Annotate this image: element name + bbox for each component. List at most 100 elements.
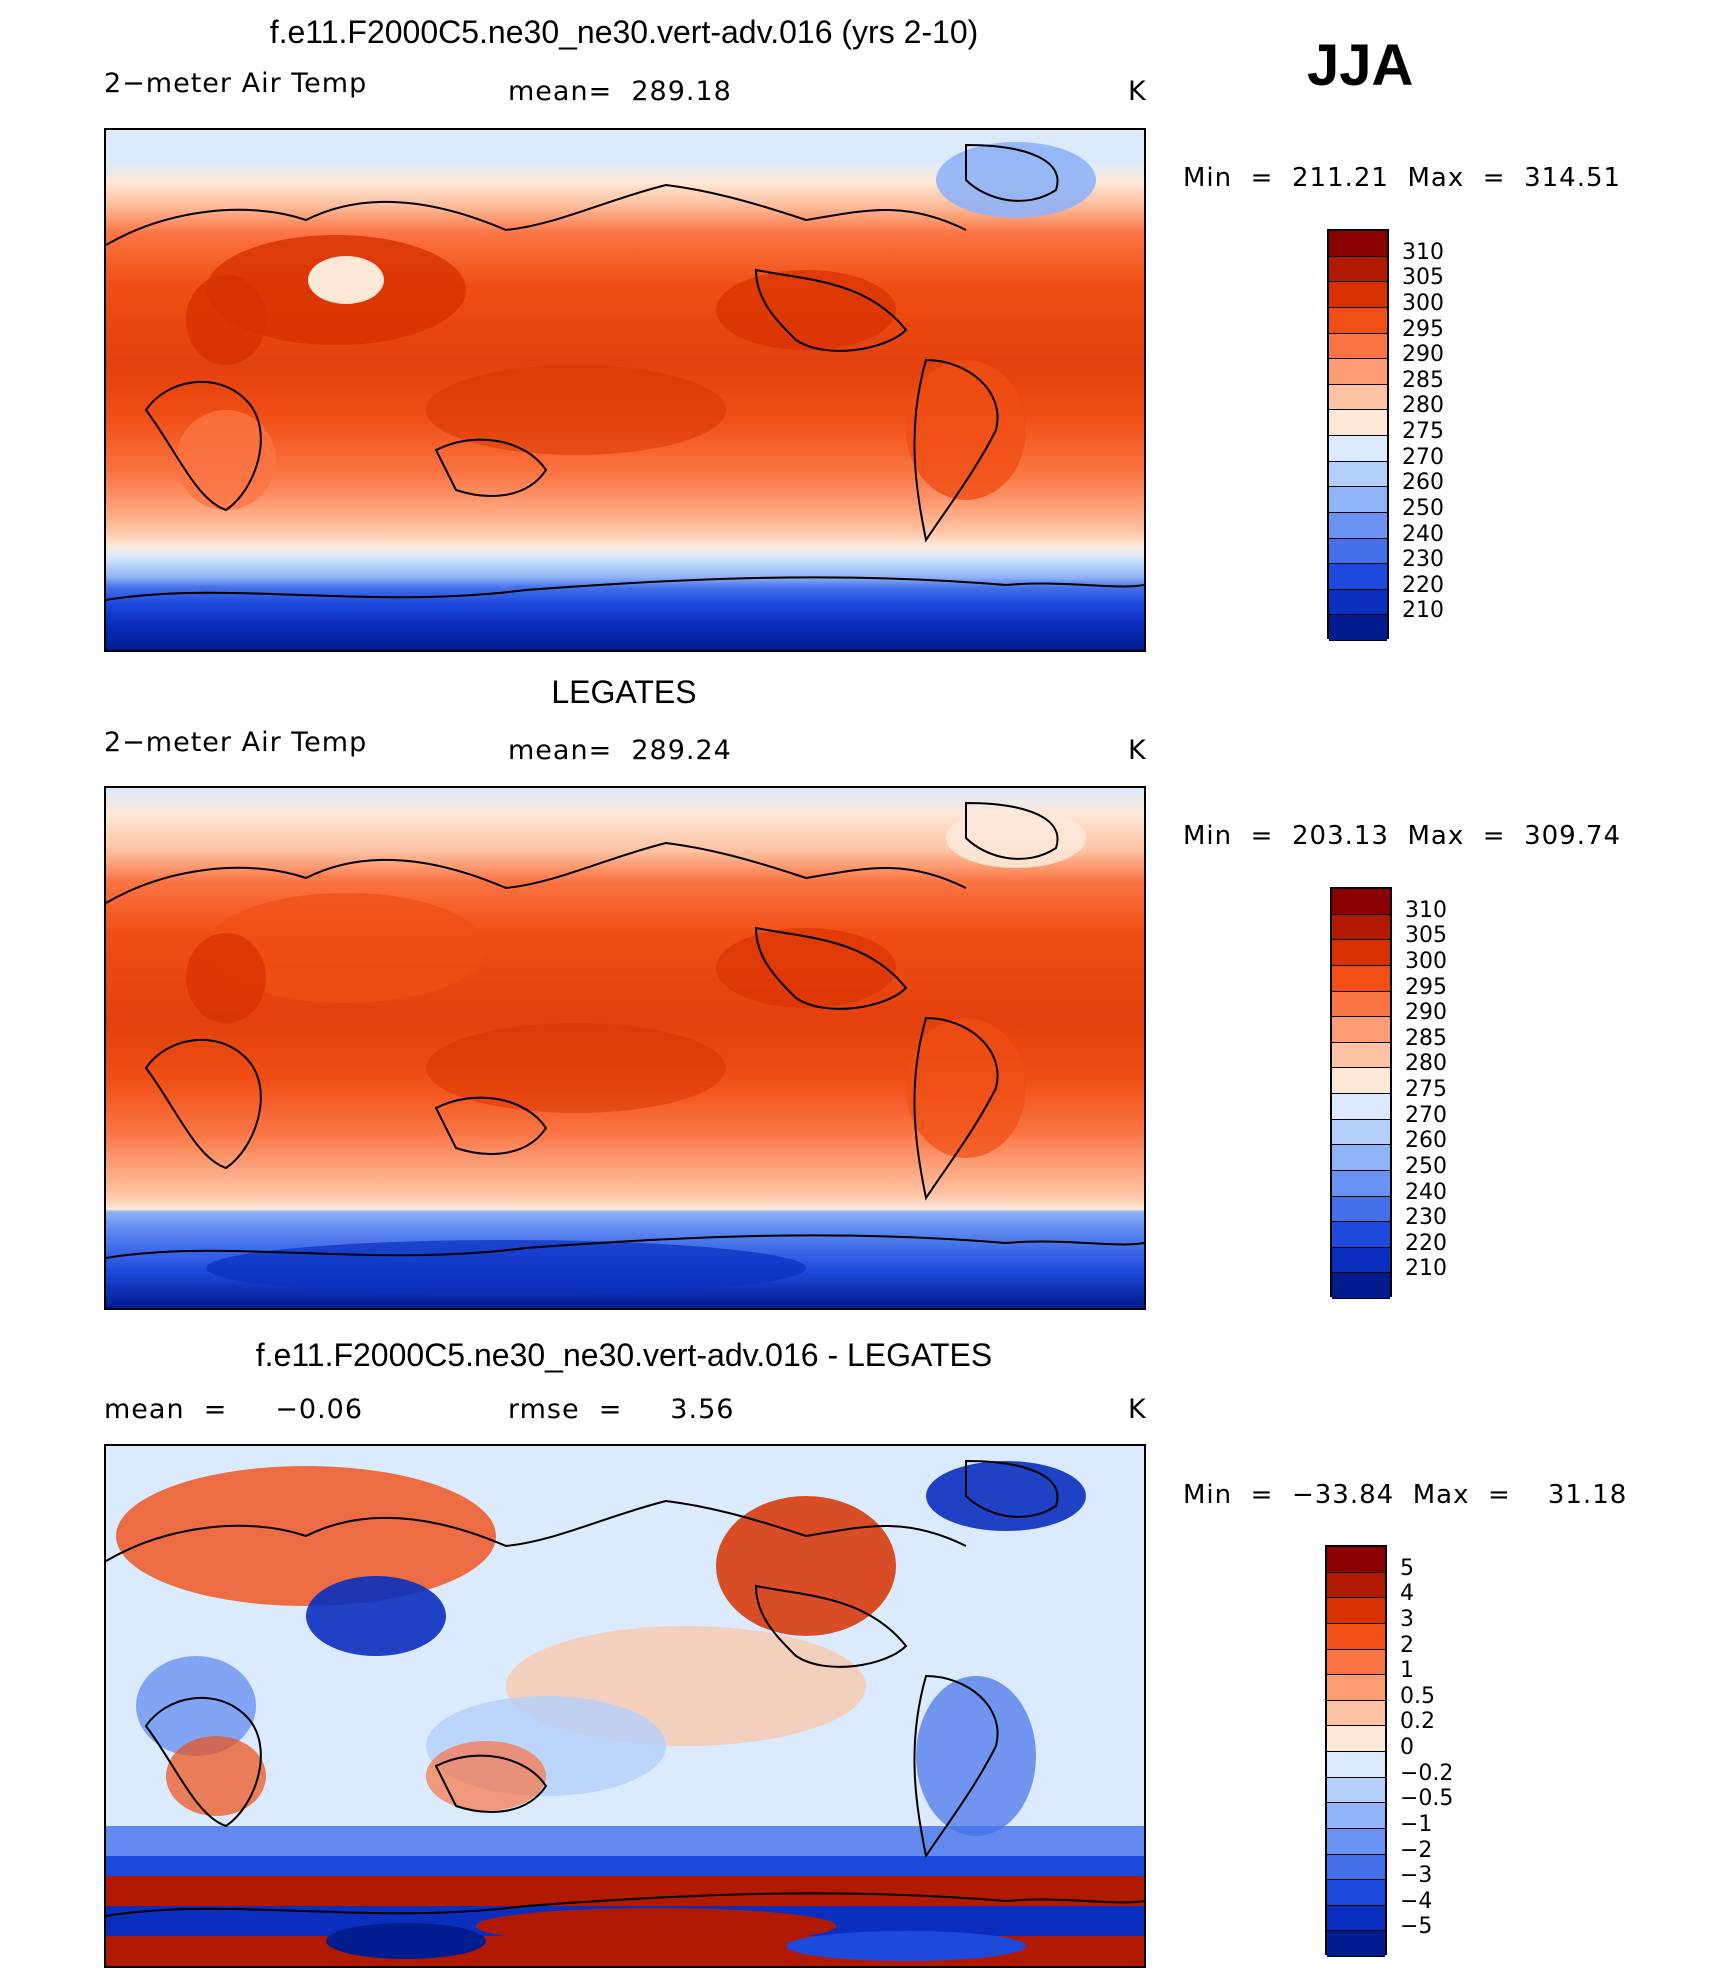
- panel2-colorbar-swatch: [1332, 940, 1390, 966]
- panel3-colorbar-swatch: [1327, 1572, 1385, 1599]
- panel3-units-label: K: [1128, 1394, 1147, 1425]
- panel2-colorbar-tick-label: 250: [1405, 1153, 1447, 1179]
- panel2-colorbar-swatch: [1332, 1042, 1390, 1069]
- panel1-colorbar-swatch: [1329, 615, 1387, 641]
- panel3-colorbar-tick-label: 4: [1400, 1581, 1414, 1607]
- panel3-colorbar-swatch: [1327, 1854, 1385, 1881]
- panel2-colorbar-tick-label: 295: [1405, 974, 1447, 1000]
- panel1-title: f.e11.F2000C5.ne30_ne30.vert-adv.016 (yr…: [269, 14, 979, 50]
- panel3-colorbar-tick-label: 0.2: [1400, 1709, 1435, 1735]
- panel3-colorbar-swatch: [1327, 1777, 1385, 1804]
- panel1-colorbar-tick-label: 220: [1402, 572, 1444, 598]
- season-label: JJA: [1307, 33, 1414, 98]
- panel3-colorbar-swatch: [1327, 1726, 1385, 1752]
- panel1-colorbar-swatch: [1329, 231, 1387, 257]
- panel3-colorbar-swatch: [1327, 1752, 1385, 1778]
- panel3-colorbar-tick-label: 0.5: [1400, 1683, 1435, 1709]
- panel3-colorbar-tick-label: 0: [1400, 1735, 1414, 1760]
- panel3-colorbar-tick-label: 2: [1400, 1632, 1414, 1658]
- panel1-colorbar-swatch: [1329, 564, 1387, 590]
- panel2-colorbar-tick-label: 270: [1405, 1102, 1447, 1128]
- panel2-minmax: Min = 203.13 Max = 309.74: [1183, 821, 1622, 851]
- panel1-colorbar-swatch: [1329, 256, 1387, 283]
- panel2-colorbar-swatch: [1332, 1145, 1390, 1171]
- panel3-map: [104, 1444, 1146, 1968]
- panel1-colorbar-tick-label: 240: [1402, 521, 1444, 547]
- panel3-colorbar-tick-label: 3: [1400, 1606, 1414, 1632]
- panel3-map-graphic: [106, 1446, 1144, 1966]
- panel2-colorbar-tick-label: 220: [1405, 1230, 1447, 1256]
- panel3-colorbar-tick-label: −3: [1400, 1863, 1433, 1889]
- panel2-colorbar-tick-label: 260: [1405, 1128, 1447, 1154]
- panel2-colorbar-swatch: [1332, 1222, 1390, 1248]
- panel3-colorbar-swatch: [1327, 1623, 1385, 1650]
- panel1-colorbar-swatch: [1329, 359, 1387, 385]
- panel1-colorbar-tick-label: 290: [1402, 342, 1444, 368]
- panel2-colorbar-swatch: [1332, 991, 1390, 1018]
- panel1-colorbar-tick-label: 270: [1402, 444, 1444, 470]
- panel3-minmax: Min = −33.84 Max = 31.18: [1183, 1480, 1628, 1510]
- panel1-colorbar-tick-label: 210: [1402, 598, 1444, 624]
- panel2-colorbar-swatch: [1332, 889, 1390, 915]
- panel1-colorbar-tick-label: 300: [1402, 290, 1444, 316]
- panel1-colorbar-tick-label: 280: [1402, 393, 1444, 419]
- panel3-colorbar-tick-label: −5: [1400, 1914, 1433, 1940]
- panel2-title: LEGATES: [551, 674, 697, 710]
- panel3-colorbar-swatch: [1327, 1675, 1385, 1701]
- panel2-colorbar-swatch: [1332, 914, 1390, 941]
- panel2-units-label: K: [1128, 735, 1147, 766]
- panel2-colorbar-tick-label: 300: [1405, 948, 1447, 974]
- panel3-colorbar-swatch: [1327, 1880, 1385, 1906]
- panel1-colorbar-swatch: [1329, 307, 1387, 334]
- panel3-title: f.e11.F2000C5.ne30_ne30.vert-adv.016 - L…: [255, 1337, 993, 1373]
- panel2-colorbar-swatch: [1332, 1273, 1390, 1299]
- panel3-colorbar-tick-label: −4: [1400, 1888, 1433, 1914]
- panel2-colorbar-tick-label: 240: [1405, 1179, 1447, 1205]
- panel1-colorbar-tick-label: 285: [1402, 367, 1444, 393]
- panel2-colorbar-tick-label: 280: [1405, 1051, 1447, 1077]
- panel3-mean-label: mean = −0.06: [104, 1394, 364, 1425]
- panel1-map: [104, 128, 1146, 652]
- panel1-colorbar-swatch: [1329, 282, 1387, 308]
- panel3-colorbar-tick-label: −0.2: [1400, 1760, 1454, 1786]
- panel2-colorbar-tick-label: 285: [1405, 1025, 1447, 1051]
- panel1-colorbar-swatch: [1329, 461, 1387, 488]
- panel2-map-graphic: [106, 788, 1144, 1308]
- panel2-colorbar-tick-label: 275: [1405, 1077, 1447, 1102]
- panel2-colorbar-swatch: [1332, 1068, 1390, 1094]
- panel2-map: [104, 786, 1146, 1310]
- panel1-colorbar-tick-label: 260: [1402, 470, 1444, 496]
- panel1-colorbar-tick-label: 295: [1402, 316, 1444, 342]
- panel1-variable-label: 2−meter Air Temp: [104, 68, 368, 99]
- panel3-colorbar-swatch: [1327, 1547, 1385, 1573]
- panel2-colorbar-swatch: [1332, 1094, 1390, 1120]
- panel1-colorbar-tick-label: 250: [1402, 495, 1444, 521]
- panel2-colorbar-tick-label: 290: [1405, 1000, 1447, 1026]
- panel3-colorbar-swatch: [1327, 1828, 1385, 1855]
- panel1-mean-label: mean= 289.18: [508, 76, 732, 107]
- panel2-colorbar-swatch: [1332, 1247, 1390, 1274]
- panel1-colorbar: [1327, 229, 1389, 641]
- panel1-colorbar-swatch: [1329, 333, 1387, 360]
- panel1-colorbar-swatch: [1329, 410, 1387, 436]
- panel3-colorbar-swatch: [1327, 1598, 1385, 1624]
- panel1-map-graphic: [106, 130, 1144, 650]
- panel2-colorbar-tick-label: 210: [1405, 1256, 1447, 1282]
- panel1-colorbar-swatch: [1329, 512, 1387, 539]
- panel2-colorbar-swatch: [1332, 1170, 1390, 1197]
- panel1-units-label: K: [1128, 76, 1147, 107]
- panel3-colorbar-tick-label: 1: [1400, 1658, 1414, 1684]
- panel1-colorbar-swatch: [1329, 436, 1387, 462]
- panel2-colorbar-swatch: [1332, 965, 1390, 992]
- panel2-colorbar-tick-label: 305: [1405, 923, 1447, 949]
- panel3-colorbar-tick-label: 5: [1400, 1555, 1414, 1581]
- panel2-colorbar-swatch: [1332, 1017, 1390, 1043]
- panel3-rmse-label: rmse = 3.56: [508, 1394, 735, 1425]
- panel2-colorbar-tick-label: 310: [1405, 897, 1447, 923]
- panel1-colorbar-tick-label: 310: [1402, 239, 1444, 265]
- panel3-colorbar: [1325, 1545, 1387, 1957]
- panel1-colorbar-swatch: [1329, 487, 1387, 513]
- panel3-colorbar-tick-label: −1: [1400, 1811, 1433, 1837]
- panel1-colorbar-swatch: [1329, 538, 1387, 565]
- panel1-colorbar-swatch: [1329, 589, 1387, 616]
